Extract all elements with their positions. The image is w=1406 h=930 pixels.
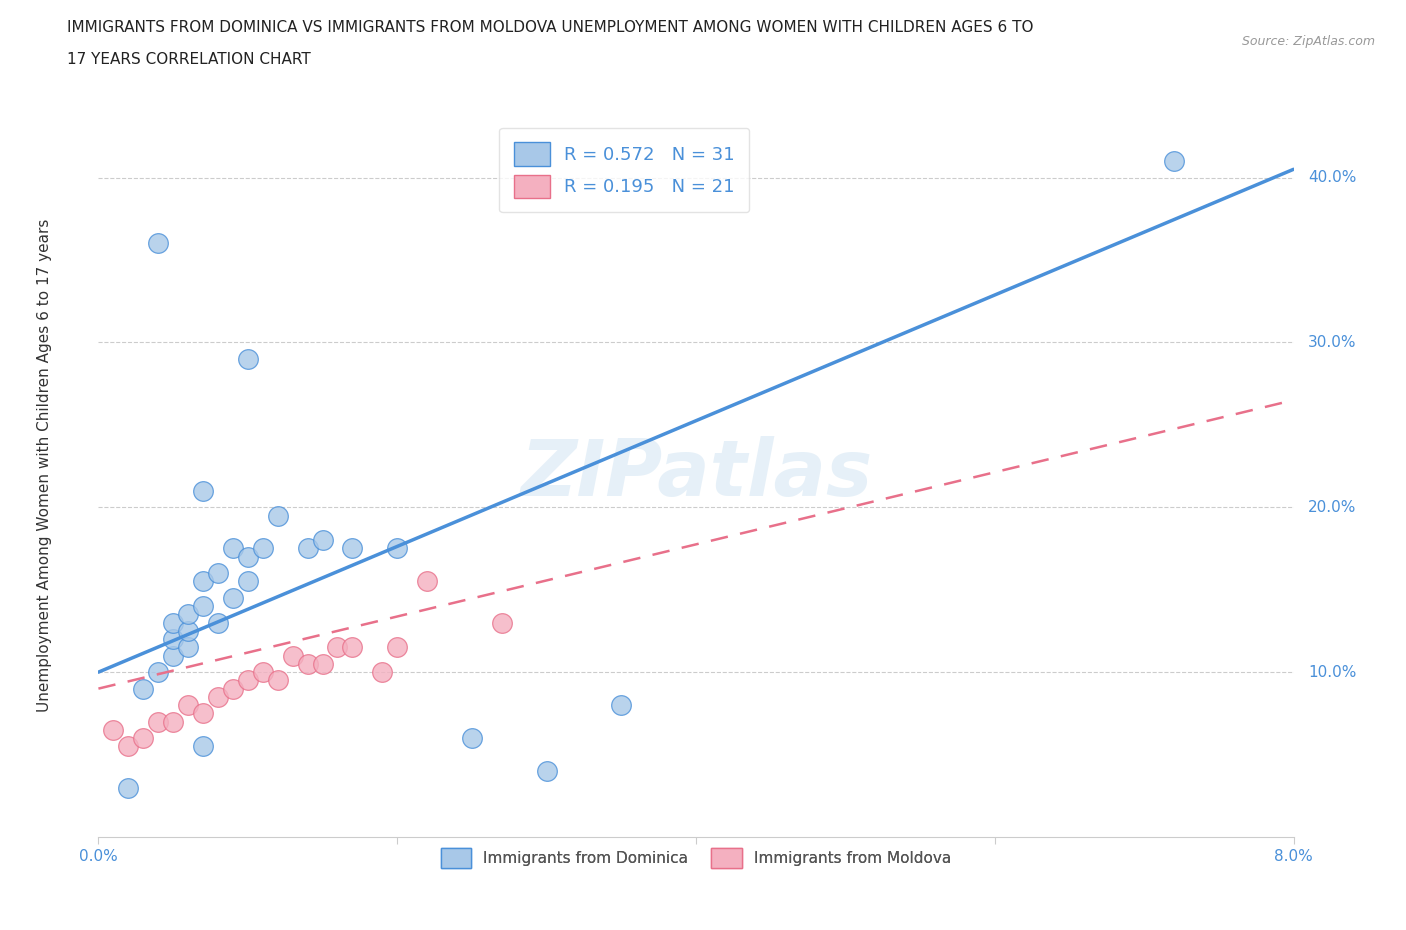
Point xyxy=(371,665,394,680)
Point xyxy=(222,591,245,605)
Text: 10.0%: 10.0% xyxy=(1308,665,1357,680)
Point xyxy=(311,657,333,671)
Point xyxy=(191,599,214,614)
Point xyxy=(252,665,274,680)
Point xyxy=(267,673,290,688)
Text: 20.0%: 20.0% xyxy=(1308,499,1357,515)
Point xyxy=(191,706,214,721)
Point xyxy=(191,574,214,589)
Point xyxy=(236,352,259,366)
Point xyxy=(342,541,364,556)
Point xyxy=(191,738,214,753)
Point xyxy=(536,764,558,778)
Point xyxy=(491,616,513,631)
Text: 30.0%: 30.0% xyxy=(1308,335,1357,350)
Point xyxy=(162,631,184,646)
Text: 17 YEARS CORRELATION CHART: 17 YEARS CORRELATION CHART xyxy=(67,52,311,67)
Point xyxy=(103,723,125,737)
Point xyxy=(162,648,184,663)
Point xyxy=(1163,153,1185,168)
Point xyxy=(326,640,349,655)
Point xyxy=(148,665,170,680)
Point xyxy=(297,541,319,556)
Point xyxy=(610,698,633,712)
Point xyxy=(162,714,184,729)
Text: IMMIGRANTS FROM DOMINICA VS IMMIGRANTS FROM MOLDOVA UNEMPLOYMENT AMONG WOMEN WIT: IMMIGRANTS FROM DOMINICA VS IMMIGRANTS F… xyxy=(67,20,1033,35)
Point xyxy=(342,640,364,655)
Text: Source: ZipAtlas.com: Source: ZipAtlas.com xyxy=(1241,35,1375,48)
Point xyxy=(461,731,484,746)
Point xyxy=(177,623,200,638)
Point xyxy=(207,689,229,704)
Point xyxy=(311,533,333,548)
Point xyxy=(132,731,155,746)
Point xyxy=(222,541,245,556)
Point xyxy=(177,698,200,712)
Point xyxy=(117,738,139,753)
Point xyxy=(267,508,290,523)
Point xyxy=(148,714,170,729)
Point xyxy=(177,640,200,655)
Point xyxy=(191,484,214,498)
Text: Unemployment Among Women with Children Ages 6 to 17 years: Unemployment Among Women with Children A… xyxy=(38,219,52,711)
Point xyxy=(252,541,274,556)
Point xyxy=(281,648,304,663)
Point xyxy=(132,681,155,696)
Point xyxy=(416,574,439,589)
Text: ZIPatlas: ZIPatlas xyxy=(520,436,872,512)
Point xyxy=(162,616,184,631)
Point xyxy=(177,607,200,622)
Point xyxy=(207,565,229,580)
Point xyxy=(222,681,245,696)
Point xyxy=(236,574,259,589)
Point xyxy=(236,550,259,565)
Point xyxy=(207,616,229,631)
Point xyxy=(148,236,170,251)
Point xyxy=(385,640,409,655)
Text: 40.0%: 40.0% xyxy=(1308,170,1357,185)
Point xyxy=(236,673,259,688)
Point xyxy=(297,657,319,671)
Legend: Immigrants from Dominica, Immigrants from Moldova: Immigrants from Dominica, Immigrants fro… xyxy=(429,836,963,880)
Point xyxy=(117,780,139,795)
Point xyxy=(385,541,409,556)
